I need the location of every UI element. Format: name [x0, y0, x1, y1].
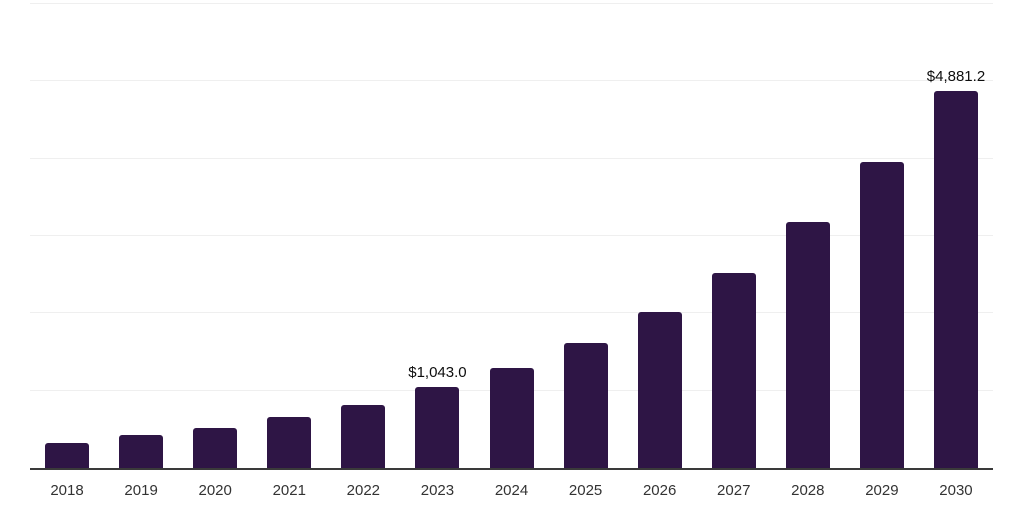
bar [267, 416, 312, 468]
gridline [30, 157, 993, 159]
bar-slot [623, 4, 697, 468]
bar-value-label: $4,881.2 [926, 67, 986, 85]
bar-series: $1,043.0 $4,881.2 [30, 4, 993, 468]
x-axis-tick-label: 2025 [568, 482, 603, 499]
bar [933, 90, 978, 468]
gridline [30, 80, 993, 82]
bar-slot [771, 4, 845, 468]
bar-slot: $4,881.2 [919, 4, 993, 468]
bar [415, 387, 460, 468]
bar [859, 162, 904, 468]
bar [193, 427, 238, 468]
x-axis-tick-labels: 2018 2019 2020 2021 2022 2023 2024 2025 2026 2027… [30, 480, 993, 502]
bar-slot: $1,043.0 [400, 4, 474, 468]
x-axis-tick-label: 2019 [124, 482, 158, 499]
bar-slot [252, 4, 326, 468]
plot-area: $1,043.0 $4,881.2 [30, 3, 993, 470]
bar-slot [30, 4, 104, 468]
x-axis-tick-label: 2027 [717, 482, 751, 499]
bar-slot [845, 4, 919, 468]
bar [563, 343, 608, 468]
bar-slot [697, 4, 771, 468]
bar-value-label: $1,043.0 [408, 364, 467, 382]
gridline [30, 312, 993, 314]
bar-slot [326, 4, 400, 468]
gridline [30, 3, 993, 4]
bar-slot [474, 4, 548, 468]
x-axis-tick-label: 2029 [865, 482, 899, 499]
bar [119, 435, 164, 468]
x-axis-tick-label: 2020 [198, 482, 232, 499]
bar [711, 273, 756, 468]
bar-slot [549, 4, 623, 468]
x-axis-tick-label: 2030 [939, 482, 973, 499]
x-axis-tick-label: 2024 [494, 482, 529, 499]
bar [341, 404, 386, 468]
bar-slot [178, 4, 252, 468]
gridline [30, 235, 993, 236]
x-axis-tick-label: 2028 [791, 482, 825, 499]
x-axis-tick-label: 2023 [420, 482, 455, 499]
bar-slot [104, 4, 178, 468]
bar [785, 222, 830, 468]
x-axis-tick-label: 2022 [346, 482, 381, 499]
x-axis-tick-label: 2026 [642, 482, 677, 499]
bar [45, 442, 90, 468]
x-axis-tick-label: 2018 [50, 482, 84, 499]
x-axis-tick-label: 2021 [272, 482, 306, 499]
bar [489, 367, 534, 468]
bar [637, 312, 682, 468]
